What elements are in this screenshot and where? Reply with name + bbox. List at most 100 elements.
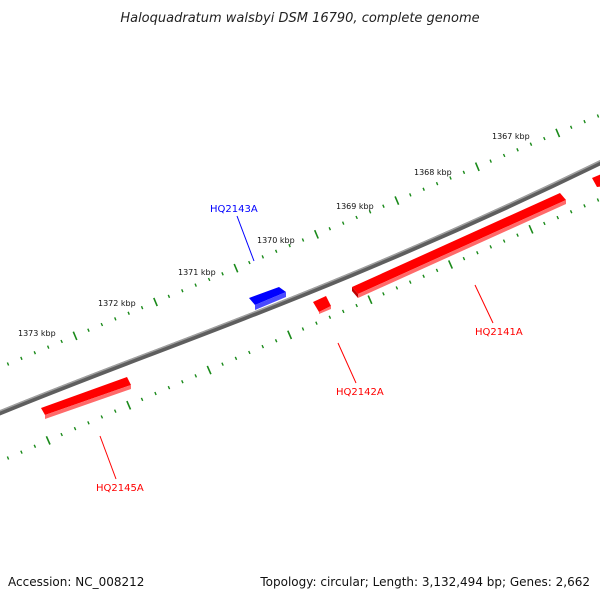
gene-label-hq2142a[interactable]: HQ2142A <box>336 387 384 398</box>
gene-label-hq2143a[interactable]: HQ2143A <box>210 204 258 215</box>
map-title: Haloquadratum walsbyi DSM 16790, complet… <box>120 11 479 26</box>
minor-tick <box>87 421 90 425</box>
minor-tick <box>596 114 600 118</box>
minor-tick <box>261 344 265 349</box>
gene-feature-hq2141a[interactable] <box>352 193 566 298</box>
minor-tick <box>516 233 519 237</box>
minor-tick <box>529 142 533 146</box>
gene-label-hq2141a[interactable]: HQ2141A <box>475 327 523 338</box>
accession-text: Accession: NC_008212 <box>8 575 144 589</box>
scale-label-1367: 1367 kbp <box>492 132 530 141</box>
gene-label-hq2145a[interactable]: HQ2145A <box>96 483 144 494</box>
minor-tick <box>113 409 117 413</box>
major-tick <box>474 162 480 172</box>
minor-tick <box>100 322 104 327</box>
major-tick <box>394 196 400 206</box>
minor-tick <box>476 251 479 255</box>
gene-feature-hq2141a-next[interactable] <box>592 172 600 187</box>
minor-tick <box>368 210 372 214</box>
major-tick <box>287 330 293 340</box>
minor-tick <box>274 249 278 253</box>
minor-tick <box>382 292 385 296</box>
minor-tick <box>355 303 358 308</box>
leader-line-hq2145a <box>99 435 117 480</box>
minor-tick <box>167 294 171 299</box>
minor-tick <box>502 153 506 158</box>
minor-tick <box>596 198 600 202</box>
minor-tick <box>194 283 197 287</box>
minor-tick <box>261 255 265 259</box>
minor-tick <box>569 125 573 129</box>
minor-tick <box>556 215 560 220</box>
major-tick <box>555 128 561 138</box>
scale-label-1372: 1372 kbp <box>98 299 136 308</box>
leader-line-hq2141a <box>474 284 494 324</box>
gene-feature-hq2142a[interactable] <box>313 296 331 314</box>
major-tick <box>447 260 454 269</box>
minor-tick <box>408 280 412 284</box>
minor-tick <box>194 374 198 378</box>
minor-tick <box>33 444 37 448</box>
major-tick <box>206 365 212 375</box>
minor-tick <box>33 351 37 355</box>
minor-tick <box>422 187 425 191</box>
minor-tick <box>87 328 90 332</box>
minor-tick <box>73 426 77 431</box>
minor-tick <box>20 356 23 361</box>
major-tick <box>233 263 239 273</box>
major-tick <box>153 297 158 307</box>
leader-line-hq2143a <box>236 215 255 262</box>
major-tick <box>313 229 319 239</box>
scale-label-1373: 1373 kbp <box>18 329 56 338</box>
scale-labels: 1367 kbp 1368 kbp 1369 kbp 1370 kbp 1371… <box>18 132 530 338</box>
minor-tick <box>489 245 493 249</box>
minor-tick <box>114 317 117 321</box>
gene-feature-hq2145a[interactable] <box>41 377 131 419</box>
minor-tick <box>328 315 332 319</box>
gene-feature-hq2143a[interactable] <box>249 287 286 310</box>
minor-tick <box>489 159 492 163</box>
minor-tick <box>207 277 211 282</box>
minor-tick <box>288 243 291 248</box>
minor-tick <box>20 450 23 454</box>
minor-tick <box>315 321 318 325</box>
minor-tick <box>449 176 452 180</box>
minor-tick <box>234 356 238 361</box>
minor-tick <box>462 256 466 261</box>
scale-label-1369: 1369 kbp <box>336 202 374 211</box>
major-tick <box>72 331 78 341</box>
minor-tick <box>140 397 144 402</box>
minor-tick <box>435 268 439 273</box>
inner-tick-track <box>6 198 600 460</box>
minor-tick <box>274 339 278 343</box>
major-tick <box>528 224 534 234</box>
minor-tick <box>516 148 519 152</box>
minor-tick <box>435 181 439 186</box>
minor-tick <box>543 221 546 226</box>
minor-tick <box>154 391 157 396</box>
minor-tick <box>569 210 573 214</box>
minor-tick <box>221 362 224 366</box>
genome-summary-text: Topology: circular; Length: 3,132,494 bp… <box>259 575 590 589</box>
scale-label-1371: 1371 kbp <box>178 268 216 277</box>
minor-tick <box>60 339 63 344</box>
minor-tick <box>341 309 345 314</box>
minor-tick <box>248 260 251 265</box>
outer-tick-track <box>6 114 600 366</box>
minor-tick <box>583 204 586 208</box>
minor-tick <box>583 119 586 124</box>
minor-tick <box>221 272 224 276</box>
minor-tick <box>462 170 466 175</box>
minor-tick <box>140 305 144 310</box>
minor-tick <box>127 311 130 315</box>
minor-tick <box>100 415 104 419</box>
minor-tick <box>301 327 305 331</box>
minor-tick <box>543 136 546 141</box>
minor-tick <box>60 432 63 437</box>
leader-line-hq2142a <box>337 342 357 384</box>
minor-tick <box>355 215 358 220</box>
scale-label-1370: 1370 kbp <box>257 236 295 245</box>
minor-tick <box>181 289 184 293</box>
minor-tick <box>46 345 50 349</box>
minor-tick <box>167 385 171 390</box>
